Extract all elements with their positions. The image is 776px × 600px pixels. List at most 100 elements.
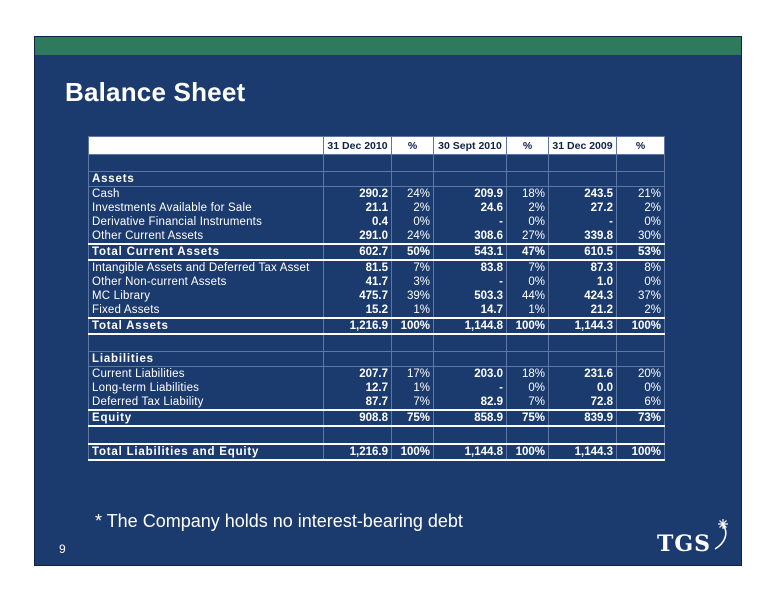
spacer-row bbox=[88, 154, 665, 172]
percent-cell: 53% bbox=[616, 243, 665, 261]
value-cell: 1,144.8 bbox=[433, 317, 507, 335]
row-label: MC Library bbox=[88, 289, 324, 303]
value-cell: 81.5 bbox=[323, 260, 392, 275]
percent-cell: 100% bbox=[391, 443, 434, 461]
value-cell: - bbox=[548, 215, 617, 229]
value-cell: 82.9 bbox=[433, 395, 507, 410]
table-row: Fixed Assets 15.2 1% 14.7 1% 21.2 2% bbox=[88, 303, 665, 318]
value-cell bbox=[433, 334, 507, 352]
column-header: % bbox=[391, 136, 434, 155]
percent-cell: 100% bbox=[616, 443, 665, 461]
percent-cell: 8% bbox=[616, 260, 665, 275]
value-cell: 87.3 bbox=[548, 260, 617, 275]
percent-cell: 2% bbox=[616, 303, 665, 318]
value-cell: 207.7 bbox=[323, 366, 392, 381]
percent-cell: 0% bbox=[391, 215, 434, 229]
page-title: Balance Sheet bbox=[65, 77, 246, 107]
footnote: * The Company holds no interest-bearing … bbox=[95, 511, 463, 531]
percent-cell: 30% bbox=[616, 229, 665, 244]
percent-cell: 44% bbox=[506, 289, 549, 303]
table-header-row: 31 Dec 2010% 30 Sept 2010% 31 Dec 2009% bbox=[88, 136, 665, 155]
percent-cell: 2% bbox=[506, 201, 549, 215]
value-cell: 602.7 bbox=[323, 243, 392, 261]
percent-cell: 0% bbox=[616, 215, 665, 229]
percent-cell: 39% bbox=[391, 289, 434, 303]
percent-cell bbox=[616, 334, 665, 352]
value-cell: 1,144.3 bbox=[548, 317, 617, 335]
table-row: Intangible Assets and Deferred Tax Asset… bbox=[88, 260, 665, 275]
row-label bbox=[88, 154, 324, 172]
percent-cell: 73% bbox=[616, 409, 665, 427]
row-label: Deferred Tax Liability bbox=[88, 395, 324, 410]
value-cell: - bbox=[433, 381, 507, 395]
percent-cell: 24% bbox=[391, 229, 434, 244]
percent-cell: 2% bbox=[616, 201, 665, 215]
table-row: Other Non-current Assets 41.7 3% -0% 1.0 0% bbox=[88, 275, 665, 289]
percent-cell: 75% bbox=[391, 409, 434, 427]
value-cell: 203.0 bbox=[433, 366, 507, 381]
percent-cell bbox=[506, 426, 549, 444]
row-label: Total Assets bbox=[88, 317, 324, 335]
row-label: Cash bbox=[88, 186, 324, 201]
row-label bbox=[88, 426, 324, 444]
total-row: Total Liabilities and Equity 1,216.9 100% 1… bbox=[88, 443, 665, 461]
value-cell: 243.5 bbox=[548, 186, 617, 201]
table-row: Investments Available for Sale 21.1 2% 24.6… bbox=[88, 201, 665, 215]
value-cell: 1,216.9 bbox=[323, 317, 392, 335]
value-cell: 424.3 bbox=[548, 289, 617, 303]
value-cell: 1.0 bbox=[548, 275, 617, 289]
percent-cell bbox=[391, 171, 434, 187]
percent-cell: 18% bbox=[506, 186, 549, 201]
value-cell bbox=[548, 154, 617, 172]
percent-cell: 7% bbox=[506, 260, 549, 275]
percent-cell bbox=[391, 426, 434, 444]
value-cell: 21.1 bbox=[323, 201, 392, 215]
value-cell: - bbox=[433, 275, 507, 289]
value-cell: 543.1 bbox=[433, 243, 507, 261]
value-cell bbox=[548, 351, 617, 367]
column-header: 30 Sept 2010 bbox=[433, 136, 507, 155]
total-row: Equity 908.8 75% 858.9 75% 839.9 73% bbox=[88, 409, 665, 427]
value-cell: 209.9 bbox=[433, 186, 507, 201]
row-label: Current Liabilities bbox=[88, 366, 324, 381]
percent-cell bbox=[506, 351, 549, 367]
percent-cell bbox=[391, 334, 434, 352]
value-cell: 339.8 bbox=[548, 229, 617, 244]
total-row: Total Assets 1,216.9 100% 1,144.8 100% 1,144.… bbox=[88, 317, 665, 335]
percent-cell: 20% bbox=[616, 366, 665, 381]
value-cell bbox=[323, 334, 392, 352]
row-label: Other Non-current Assets bbox=[88, 275, 324, 289]
value-cell bbox=[548, 171, 617, 187]
percent-cell: 100% bbox=[506, 443, 549, 461]
value-cell: 12.7 bbox=[323, 381, 392, 395]
percent-cell bbox=[506, 334, 549, 352]
row-label: Long-term Liabilities bbox=[88, 381, 324, 395]
value-cell: 1,144.3 bbox=[548, 443, 617, 461]
value-cell bbox=[323, 351, 392, 367]
value-cell: 0.4 bbox=[323, 215, 392, 229]
value-cell: 475.7 bbox=[323, 289, 392, 303]
logo-text: TGS bbox=[657, 531, 712, 557]
table-row: Deferred Tax Liability 87.7 7% 82.9 7% 72.8 6% bbox=[88, 395, 665, 410]
percent-cell: 7% bbox=[391, 395, 434, 410]
value-cell bbox=[323, 426, 392, 444]
value-cell: 839.9 bbox=[548, 409, 617, 427]
percent-cell bbox=[391, 351, 434, 367]
percent-cell: 2% bbox=[391, 201, 434, 215]
percent-cell: 17% bbox=[391, 366, 434, 381]
value-cell: 610.5 bbox=[548, 243, 617, 261]
value-cell bbox=[433, 351, 507, 367]
value-cell: 14.7 bbox=[433, 303, 507, 318]
row-label: Liabilities bbox=[88, 351, 324, 367]
value-cell: 290.2 bbox=[323, 186, 392, 201]
percent-cell: 0% bbox=[616, 381, 665, 395]
table-row: MC Library 475.7 39% 503.3 44% 424.3 37% bbox=[88, 289, 665, 303]
value-cell bbox=[323, 154, 392, 172]
value-cell: 308.6 bbox=[433, 229, 507, 244]
value-cell: 41.7 bbox=[323, 275, 392, 289]
value-cell: 24.6 bbox=[433, 201, 507, 215]
table-row: Long-term Liabilities 12.7 1% -0% 0.0 0% bbox=[88, 381, 665, 395]
percent-cell: 100% bbox=[506, 317, 549, 335]
spacer-row bbox=[88, 334, 665, 352]
value-cell: 21.2 bbox=[548, 303, 617, 318]
